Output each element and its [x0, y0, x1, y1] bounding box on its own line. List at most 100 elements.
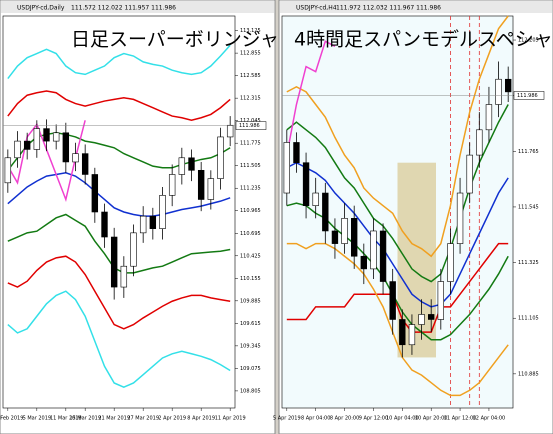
y-tick-label: 112.315 [240, 96, 261, 102]
chart-label: 日足スーパーボリンジャー [71, 29, 298, 51]
candle-body [427, 314, 435, 320]
candle-body [207, 178, 215, 200]
indicator-line [7, 172, 231, 217]
candle-body [350, 218, 358, 257]
indicator-line [7, 44, 231, 80]
candle-body [81, 153, 89, 175]
candle-body [62, 132, 70, 163]
candle-body [293, 142, 300, 163]
candle-body [91, 174, 99, 213]
candle-body [495, 78, 502, 105]
quote: 111.972 112.032 111.967 111.986 [336, 5, 441, 12]
x-tick-label: 10 Apr 20:00 [415, 416, 448, 422]
x-tick-label: 11 Mar 2019 [50, 416, 82, 422]
indicator-line [286, 15, 509, 258]
candle-body [379, 230, 387, 282]
candle-body [341, 218, 348, 244]
y-tick-label: 109.075 [240, 366, 261, 372]
indicator-line [7, 290, 231, 388]
candle-body [72, 153, 79, 163]
chart-title: USDJPY-cd,Daily [17, 5, 65, 12]
y-tick-label: 111.505 [240, 163, 261, 169]
y-tick-label: 112.205 [518, 38, 539, 44]
y-tick-label: 112.045 [240, 118, 261, 124]
x-tick-label: 11 Apr 12:00 [444, 416, 477, 422]
y-tick-label: 110.695 [240, 231, 261, 237]
candle-body [437, 281, 444, 320]
candle-body [120, 265, 128, 288]
candle-body [370, 230, 377, 270]
y-tick-label: 111.765 [518, 149, 539, 155]
plot-area [2, 15, 236, 409]
candle-body [302, 162, 310, 206]
chart-label: 4時間足スパンモデルスペシャル [294, 29, 553, 51]
candle-body [43, 128, 50, 142]
candle-body [360, 255, 367, 270]
candle-body [485, 104, 493, 131]
y-tick-label: 109.885 [240, 298, 261, 304]
x-tick-label: 10 Apr 04:00 [386, 416, 419, 422]
y-tick-label: 109.615 [240, 321, 261, 327]
indicator-line [286, 161, 509, 308]
candle-body [188, 157, 195, 171]
candle-body [110, 236, 118, 288]
last-price-box [513, 91, 545, 100]
y-tick-label: 111.545 [518, 204, 539, 210]
y-tick-label: 110.155 [240, 276, 261, 282]
candle-body [14, 140, 21, 159]
candle-body [504, 78, 512, 93]
candle-body [178, 157, 186, 175]
candle-body [52, 132, 60, 142]
title-bar [280, 1, 552, 13]
y-tick-label: 110.885 [518, 371, 539, 377]
chart-title: USDJPY-cd,H4 [296, 5, 337, 12]
chart-window: USDJPY-cd,H4 111.972 112.032 111.967 111.… [273, 0, 553, 434]
candle-body [149, 215, 157, 229]
chart-window: USDJPY-cd,Daily 111.572 112.022 111.957 1… [0, 0, 298, 434]
candle-body [168, 174, 176, 196]
y-tick-label: 113.125 [240, 28, 261, 34]
x-tick-label: 21 Mar 2019 [98, 416, 130, 422]
indicator-line [7, 213, 231, 274]
candle-body [399, 319, 406, 346]
y-tick-label: 111.105 [518, 316, 539, 322]
last-price: 111.986 [239, 123, 260, 129]
x-tick-label: 9 Apr 12:00 [359, 416, 388, 422]
last-price-box [235, 121, 267, 130]
x-tick-label: 8 Apr 2019 [187, 416, 215, 422]
indicator-line [286, 242, 509, 333]
candle-body [418, 314, 425, 325]
candle-body [456, 192, 464, 244]
y-tick-label: 111.235 [240, 186, 261, 192]
x-tick-label: 2 Apr 2019 [158, 416, 186, 422]
y-tick-label: 110.965 [240, 208, 261, 214]
candle-body [476, 129, 483, 156]
y-tick-label: 111.325 [518, 260, 539, 266]
last-price: 111.986 [517, 93, 538, 99]
indicator-line [7, 255, 231, 330]
candle-body [4, 157, 12, 184]
candle-body [312, 192, 319, 206]
y-tick-label: 111.775 [240, 141, 261, 147]
y-tick-label: 110.425 [240, 253, 261, 259]
candle-body [159, 195, 166, 229]
candle-body [283, 142, 290, 194]
candle-body [33, 128, 41, 150]
x-tick-label: 27 Mar 2019 [127, 416, 159, 422]
candle-body [217, 136, 224, 179]
candle-body [101, 211, 108, 238]
candle-body [139, 215, 147, 234]
quote: 111.572 112.022 111.957 111.986 [71, 5, 176, 12]
candle-body [389, 281, 396, 320]
x-tick-label: 12 Apr 04:00 [473, 416, 506, 422]
candle-body [226, 124, 234, 138]
x-tick-label: 11 Apr 2019 [215, 416, 246, 422]
indicator-line [286, 242, 509, 397]
candle-body [408, 324, 416, 346]
candle-body [23, 140, 31, 150]
candle-body [331, 230, 339, 244]
x-tick-label: 5 Apr 2019 [273, 416, 301, 422]
x-tick-label: 27 Feb 2019 [0, 416, 23, 422]
x-tick-label: 8 Apr 04:00 [301, 416, 330, 422]
